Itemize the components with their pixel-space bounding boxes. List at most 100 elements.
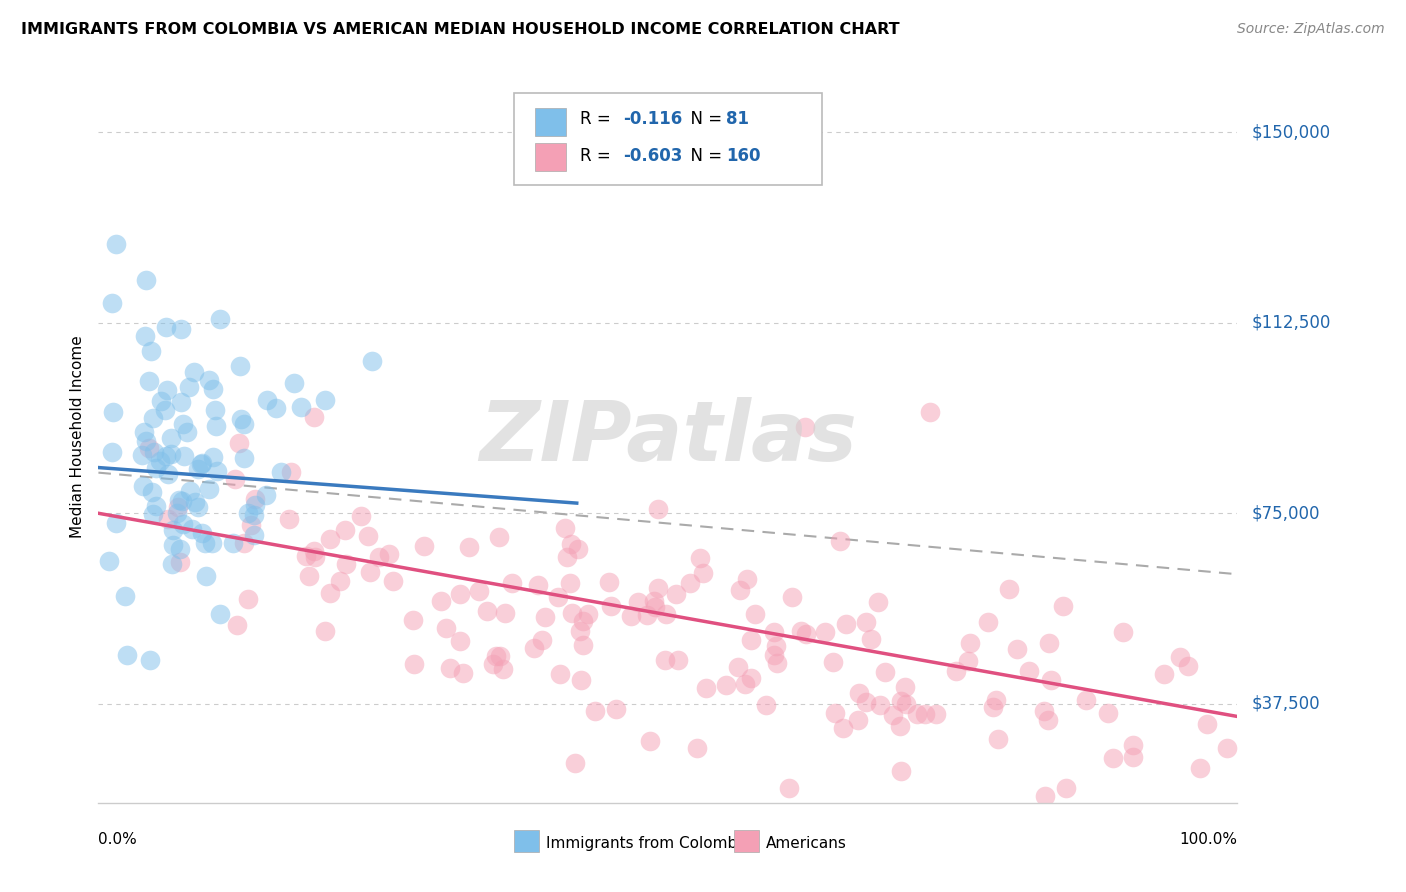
Point — [205, 418, 228, 433]
Point — [1052, 599, 1074, 614]
Point — [242, 528, 264, 542]
Point — [142, 445, 165, 459]
Point — [695, 681, 717, 695]
Text: Immigrants from Colombia: Immigrants from Colombia — [546, 836, 751, 851]
Point — [1033, 704, 1056, 718]
Point — [638, 734, 661, 748]
Point — [492, 662, 515, 676]
Point — [1122, 738, 1144, 752]
Point — [243, 498, 266, 512]
Point — [740, 671, 762, 685]
Point — [762, 624, 785, 639]
Point — [169, 555, 191, 569]
Point — [277, 512, 299, 526]
Point — [208, 311, 231, 326]
Point — [449, 633, 471, 648]
Point — [297, 569, 319, 583]
Point — [567, 542, 589, 557]
Point — [860, 632, 883, 646]
Point — [434, 621, 457, 635]
Point — [654, 653, 676, 667]
Point — [569, 624, 592, 638]
Point — [893, 680, 915, 694]
Point — [197, 374, 219, 388]
Text: -0.603: -0.603 — [623, 147, 683, 165]
Point — [329, 574, 352, 588]
Point — [225, 618, 247, 632]
Point — [576, 607, 599, 621]
Point — [114, 589, 136, 603]
Point — [231, 412, 253, 426]
Point — [319, 585, 342, 599]
Point — [302, 409, 325, 424]
Point — [254, 488, 277, 502]
Text: $75,000: $75,000 — [1251, 504, 1320, 523]
Point — [531, 633, 554, 648]
Point — [1122, 750, 1144, 764]
Point — [488, 648, 510, 663]
Text: N =: N = — [681, 147, 728, 165]
Point — [678, 576, 700, 591]
Point — [166, 506, 188, 520]
Point — [264, 401, 287, 416]
Point — [981, 700, 1004, 714]
Point — [429, 594, 451, 608]
Point — [173, 449, 195, 463]
Point — [270, 465, 292, 479]
Point — [357, 529, 380, 543]
Point — [1102, 751, 1125, 765]
Point — [600, 599, 623, 613]
Point — [554, 521, 576, 535]
Point — [1039, 673, 1062, 687]
Point — [1018, 665, 1040, 679]
Point — [290, 400, 312, 414]
Point — [647, 581, 669, 595]
FancyBboxPatch shape — [534, 143, 567, 171]
Point — [238, 591, 260, 606]
Point — [141, 484, 163, 499]
Point — [794, 627, 817, 641]
Point — [689, 550, 711, 565]
Point — [101, 444, 124, 458]
Point — [548, 667, 571, 681]
Point — [564, 756, 586, 771]
Point — [1168, 650, 1191, 665]
Point — [302, 543, 325, 558]
Point — [335, 558, 357, 572]
Point — [280, 465, 302, 479]
Point — [1177, 658, 1199, 673]
FancyBboxPatch shape — [515, 94, 821, 185]
Point — [145, 499, 167, 513]
Point — [905, 706, 928, 721]
Point — [453, 665, 475, 680]
Text: ZIPatlas: ZIPatlas — [479, 397, 856, 477]
Text: $37,500: $37,500 — [1251, 695, 1320, 713]
Point — [778, 780, 800, 795]
Point — [138, 374, 160, 388]
Point — [149, 454, 172, 468]
Point — [765, 639, 787, 653]
Point — [855, 695, 877, 709]
Point — [256, 393, 278, 408]
Point — [918, 405, 941, 419]
Point — [194, 568, 217, 582]
Point — [636, 608, 658, 623]
Point — [1189, 761, 1212, 775]
Point — [205, 465, 228, 479]
Point — [233, 417, 256, 431]
Text: 81: 81 — [725, 110, 749, 128]
Point — [142, 508, 165, 522]
Point — [896, 697, 918, 711]
Point — [824, 706, 846, 721]
Point — [104, 237, 127, 252]
Point — [835, 616, 858, 631]
Point — [644, 600, 666, 615]
Point — [194, 536, 217, 550]
Point — [998, 582, 1021, 597]
Point — [142, 411, 165, 425]
Point — [177, 380, 200, 394]
Point — [740, 632, 762, 647]
Text: -0.116: -0.116 — [623, 110, 683, 128]
Point — [149, 394, 172, 409]
Point — [157, 467, 180, 481]
